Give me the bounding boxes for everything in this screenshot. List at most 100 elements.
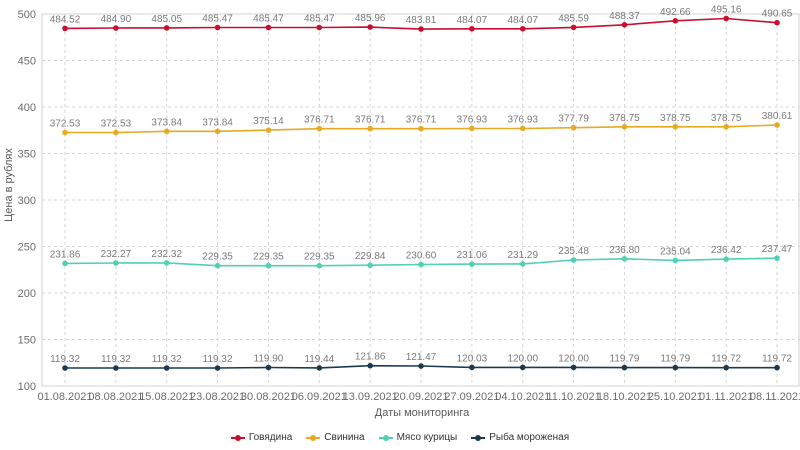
data-label: 373.84 [151,117,182,128]
data-point[interactable] [672,364,679,371]
data-point[interactable] [113,25,119,31]
data-label: 376.71 [355,115,386,126]
data-label: 376.93 [457,114,488,125]
data-point[interactable] [469,125,475,132]
y-axis-title: Цена в рублях [3,148,15,222]
data-label: 229.35 [253,252,284,263]
data-point[interactable] [519,26,526,32]
data-point[interactable] [570,124,577,131]
data-point[interactable] [672,257,679,264]
x-tick-label: 18.10.2021 [597,391,652,403]
data-point[interactable] [163,365,170,371]
data-point[interactable] [469,26,475,32]
data-point[interactable] [723,364,729,371]
legend-item[interactable]: Рыба мороженая [471,432,569,443]
data-point[interactable] [163,128,170,135]
data-point[interactable] [418,261,424,268]
data-point[interactable] [163,25,170,31]
data-point[interactable] [519,364,526,371]
data-point[interactable] [774,122,780,128]
legend-label: Рыба мороженая [489,432,570,443]
data-label: 484.07 [507,15,538,26]
y-tick-label: 400 [18,102,36,114]
data-point[interactable] [672,18,679,24]
x-tick-label: 13.09.2021 [343,391,398,403]
data-point[interactable] [113,365,119,371]
data-label: 119.72 [711,354,741,365]
data-point[interactable] [265,127,272,133]
data-point[interactable] [774,364,780,371]
data-point[interactable] [723,15,729,22]
data-point[interactable] [621,22,628,28]
data-point[interactable] [723,256,729,262]
data-label: 231.86 [50,249,81,260]
data-label: 229.35 [304,252,335,263]
data-point[interactable] [367,262,373,269]
x-tick-label: 06.09.2021 [292,391,347,403]
data-label: 484.90 [101,14,132,25]
x-axis-title: Даты мониторинга [375,407,470,419]
data-point[interactable] [672,123,679,130]
data-label: 378.75 [660,113,691,124]
data-point[interactable] [265,262,272,269]
data-point[interactable] [163,260,170,266]
data-point[interactable] [570,24,577,31]
data-point[interactable] [316,24,323,31]
data-point[interactable] [62,365,68,371]
x-tick-label: 23.08.2021 [190,391,245,403]
data-point[interactable] [519,261,526,267]
data-label: 121.47 [406,352,437,363]
data-point[interactable] [774,255,780,261]
data-point[interactable] [418,26,424,32]
y-tick-label: 200 [18,288,36,300]
data-label: 236.80 [609,245,640,256]
series-Мясо курицы: 231.86 232.27 232.32 229.35 229.35 229.35 229.… [50,244,793,269]
legend-item[interactable]: Говядина [230,432,292,443]
data-point[interactable] [774,19,780,26]
legend-label: Мясо курицы [396,432,458,443]
data-point[interactable] [214,128,221,135]
data-point[interactable] [469,261,475,267]
data-label: 120.00 [507,353,538,364]
x-tick-label: 11.10.2021 [546,391,600,403]
data-point[interactable] [62,25,68,32]
data-point[interactable] [570,257,577,263]
x-axis-ticks: 01.08.202108.08.202115.08.202123.08.2021… [37,391,800,403]
data-point[interactable] [621,364,628,371]
data-label: 376.71 [304,115,335,126]
data-label: 380.61 [762,111,793,122]
data-point[interactable] [367,125,373,132]
data-point[interactable] [214,262,221,269]
legend-item[interactable]: Мясо курицы [378,432,458,443]
data-point[interactable] [316,365,323,371]
data-point[interactable] [265,24,272,31]
data-point[interactable] [367,362,373,369]
data-point[interactable] [519,125,526,132]
legend-item[interactable]: Свинина [306,432,365,443]
data-point[interactable] [316,262,323,269]
data-point[interactable] [469,364,475,371]
x-tick-label: 01.11.2021 [699,391,753,403]
data-label: 485.96 [355,13,386,24]
y-tick-label: 150 [18,335,36,347]
y-axis-ticks: 100 150 200 250 300 350 400 450 500 [18,9,36,393]
data-label: 120.00 [558,353,589,364]
data-point[interactable] [316,125,323,132]
data-point[interactable] [113,260,119,266]
data-point[interactable] [62,260,68,267]
data-point[interactable] [214,24,221,31]
data-point[interactable] [265,364,272,371]
data-point[interactable] [367,24,373,30]
data-label: 378.75 [711,113,742,124]
data-point[interactable] [621,255,628,262]
data-point[interactable] [570,364,577,371]
data-point[interactable] [214,365,221,371]
data-point[interactable] [418,125,424,132]
data-point[interactable] [621,123,628,130]
data-point[interactable] [723,123,729,130]
data-point[interactable] [113,129,119,136]
data-point[interactable] [418,363,424,369]
data-point[interactable] [62,129,68,136]
series-layer: 484.52 484.90 485.05 485.47 485.47 485.47 485.… [50,5,793,371]
